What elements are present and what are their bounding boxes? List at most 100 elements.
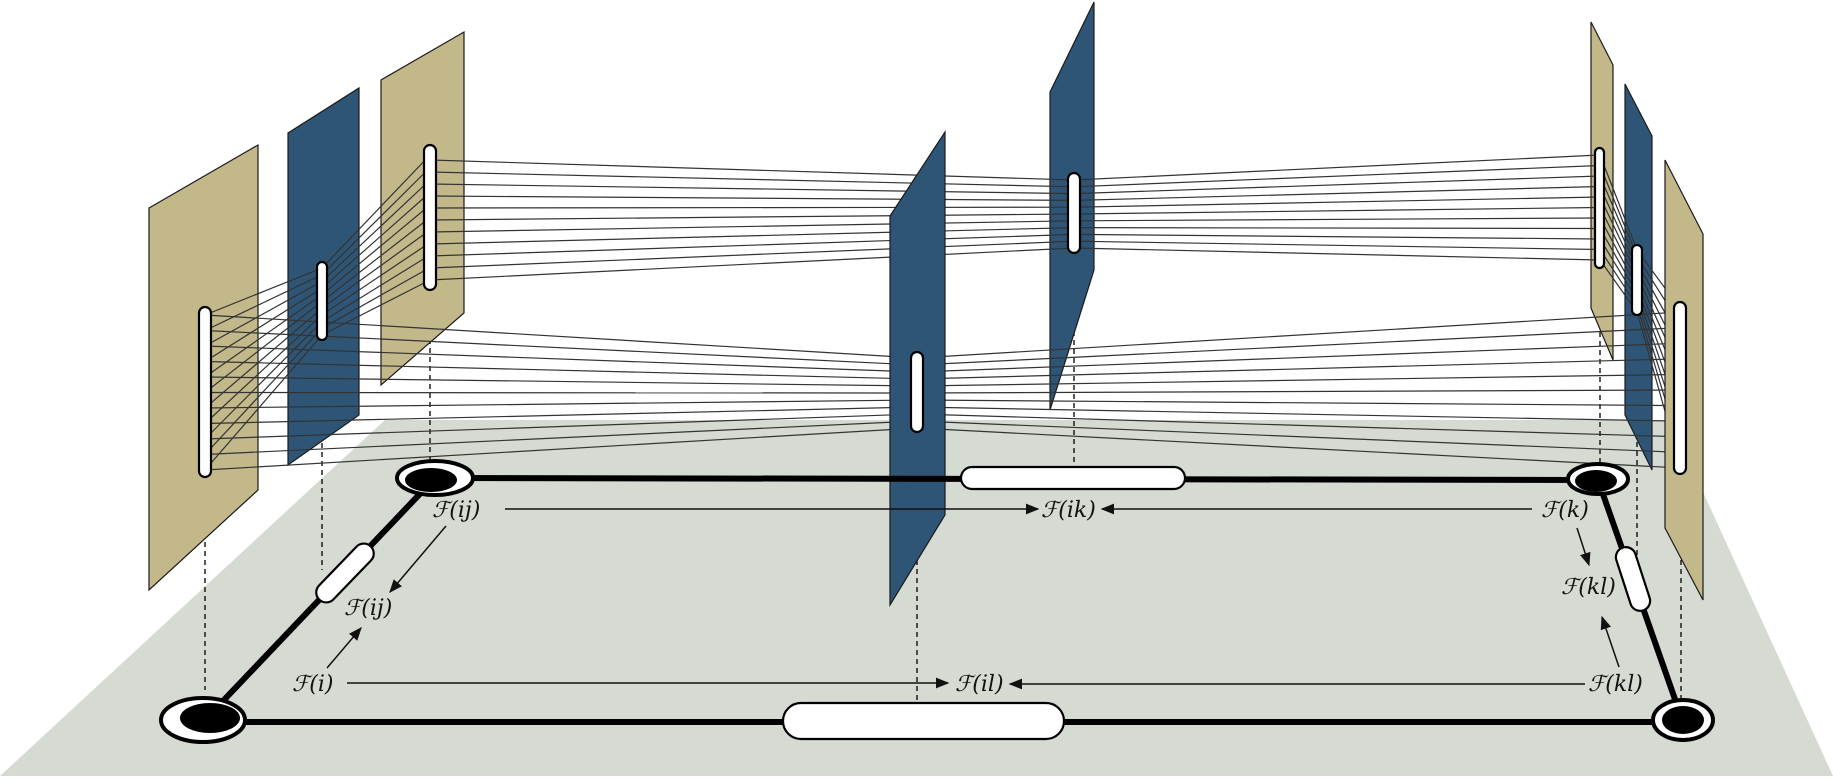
fibers-ij-to-ik xyxy=(429,171,1075,188)
fibers-il-to-kl xyxy=(916,427,1682,469)
fibers-i-to-i-ij xyxy=(204,334,323,471)
slot-edge-ik xyxy=(959,465,1187,491)
fibers-k-to-k-kl xyxy=(1599,228,1638,294)
fibers-ij-to-ik xyxy=(429,220,1075,233)
fibers-il-to-kl xyxy=(916,342,1682,373)
fibers-ij-to-ik xyxy=(429,195,1075,201)
fibers-i-to-il xyxy=(204,399,918,409)
stalk-slot-il xyxy=(909,350,925,434)
label-f-kl-mid: ℱ(kl) xyxy=(1561,575,1616,600)
stalk-slot-k xyxy=(1593,146,1606,270)
fibers-i-to-i-ij xyxy=(204,280,323,347)
vertex-k xyxy=(1566,462,1630,496)
fibers-i-to-i-ij xyxy=(204,307,323,409)
fibers-ij-to-ik xyxy=(429,227,1075,245)
stalk-slot-i xyxy=(197,305,213,479)
fibers-i-to-i-ij xyxy=(204,287,323,363)
fibers-k-to-k-kl xyxy=(1599,217,1638,288)
fibers-il-to-kl xyxy=(916,327,1682,366)
fibers-i-to-i-ij xyxy=(204,321,323,440)
stalk-slot-ij xyxy=(422,143,438,292)
fibers-i-to-il xyxy=(204,376,918,387)
fibers-i-to-il xyxy=(204,406,918,425)
fibers-ik-to-k xyxy=(1073,206,1601,215)
restriction-arrows xyxy=(326,503,1620,690)
label-f-k: ℱ(k) xyxy=(1541,498,1589,523)
slot-edge-kl xyxy=(1614,546,1652,612)
fibers-il-to-kl xyxy=(916,358,1682,380)
fibers-i-to-il xyxy=(204,391,918,394)
fibers-k-to-k-kl xyxy=(1599,154,1638,251)
fibers-il-to-kl xyxy=(916,420,1682,453)
label-f-il: ℱ(il) xyxy=(955,672,1004,697)
vertex-l xyxy=(1651,698,1715,742)
fibers-ij-to-ik xyxy=(429,240,1075,269)
fibers-ij-to-ik xyxy=(429,183,1075,195)
fibers-k-to-k-kl xyxy=(1599,207,1638,282)
fibers-i-to-il xyxy=(204,360,918,380)
fibers-i-to-il xyxy=(204,345,918,373)
label-f-ik: ℱ(ik) xyxy=(1041,498,1096,523)
fibers-i-ij-to-ij xyxy=(321,154,431,269)
fibers-k-to-k-kl xyxy=(1599,238,1638,300)
label-f-kl-bottom: ℱ(kl) xyxy=(1588,672,1643,697)
vertex-ij xyxy=(395,459,475,497)
fibers-k-to-k-kl xyxy=(1599,186,1638,269)
fibers-ij-to-ik xyxy=(429,213,1075,221)
fibers-ij-to-ik xyxy=(429,247,1075,281)
fibers-i-ij-to-ij xyxy=(321,167,431,276)
fibers-ik-to-k xyxy=(1073,154,1601,181)
label-f-ij-mid: ℱ(ij) xyxy=(344,596,392,621)
fibers-k-to-k-kl xyxy=(1599,249,1638,307)
fibers-i-ij-to-ij xyxy=(321,254,431,323)
fibers-il-to-kl xyxy=(916,413,1682,438)
fibers-ij-to-ik xyxy=(429,159,1075,181)
stalk-slot-k-kl xyxy=(1630,243,1644,317)
fibers-i-ij-to-ij xyxy=(321,192,431,289)
fibers-ik-to-k xyxy=(1073,227,1601,230)
fibers-ij-to-ik xyxy=(429,206,1075,209)
fibers-k-to-k-kl xyxy=(1599,175,1638,263)
fibers-ik-to-k xyxy=(1073,217,1601,222)
fibers-i-to-i-ij xyxy=(204,274,323,332)
fibers-ij-to-ik xyxy=(429,233,1075,257)
fibers-i-to-i-ij xyxy=(204,267,323,316)
fibers-i-ij-to-ij xyxy=(321,179,431,282)
fibers-i-ij-to-ij xyxy=(321,229,431,309)
label-f-ij-top: ℱ(ij) xyxy=(432,498,480,523)
fibers-i-to-il xyxy=(204,420,918,456)
fibers-il-to-kl xyxy=(916,311,1682,359)
vertex-i xyxy=(159,696,247,744)
fibers-i-to-il xyxy=(204,427,918,471)
stalk-slot-i-ij xyxy=(315,260,329,342)
fibers-ik-to-k xyxy=(1073,185,1601,201)
fibers-i-ij-to-ij xyxy=(321,279,431,336)
slot-edge-ij xyxy=(315,542,375,604)
fibers-k-to-k-kl xyxy=(1599,165,1638,257)
fibers-i-to-i-ij xyxy=(204,314,323,424)
fibers-i-ij-to-ij xyxy=(321,204,431,296)
fibers-i-ij-to-ij xyxy=(321,217,431,302)
fibers-il-to-kl xyxy=(916,406,1682,422)
fibers-i-to-il xyxy=(204,413,918,440)
label-f-i: ℱ(i) xyxy=(292,672,334,697)
fibers-ik-to-k xyxy=(1073,240,1601,251)
fibers-il-to-kl xyxy=(916,373,1682,387)
fibers-k-to-k-kl xyxy=(1599,196,1638,276)
fibers-k-to-k-kl xyxy=(1599,259,1638,313)
fibers-i-to-i-ij xyxy=(204,294,323,378)
stalk-slot-ik xyxy=(1066,171,1082,255)
fibers-i-ij-to-ij xyxy=(321,266,431,329)
fibers-ik-to-k xyxy=(1073,175,1601,195)
fibers-ik-to-k xyxy=(1073,247,1601,261)
fibers-ik-to-k xyxy=(1073,196,1601,208)
fibers-il-to-kl xyxy=(916,389,1682,394)
slot-edge-il xyxy=(781,701,1066,741)
stalk-slot-kl xyxy=(1672,300,1688,476)
fibers-ik-to-k xyxy=(1073,164,1601,188)
fibers-i-ij-to-ij xyxy=(321,242,431,316)
plane-tan-ij xyxy=(380,30,465,387)
fibers-ik-to-k xyxy=(1073,233,1601,240)
